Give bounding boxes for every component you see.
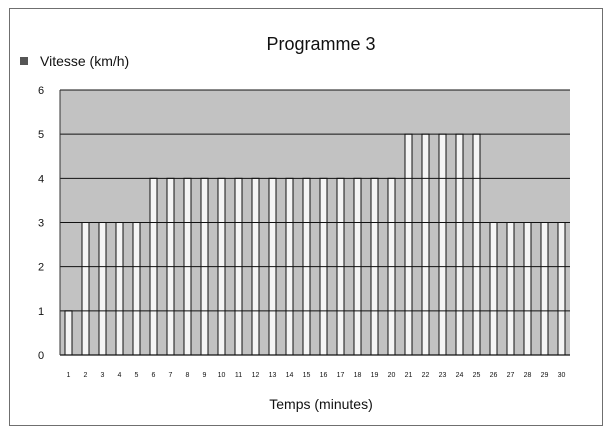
x-tick-15: 15 [303, 372, 311, 379]
x-tick-29: 29 [541, 372, 549, 379]
x-tick-21: 21 [405, 372, 413, 379]
x-tick-13: 13 [269, 372, 277, 379]
chart-title: Programme 3 [266, 34, 375, 54]
x-tick-19: 19 [371, 372, 379, 379]
x-tick-16: 16 [320, 372, 328, 379]
y-tick-0: 0 [38, 350, 44, 362]
x-tick-17: 17 [337, 372, 345, 379]
x-tick-27: 27 [507, 372, 515, 379]
x-tick-22: 22 [422, 372, 430, 379]
bar-26 [489, 222, 498, 356]
x-tick-23: 23 [439, 372, 447, 379]
x-tick-4: 4 [118, 372, 122, 379]
y-tick-2: 2 [38, 262, 44, 274]
x-tick-8: 8 [186, 372, 190, 379]
y-tick-5: 5 [38, 129, 44, 141]
x-tick-18: 18 [354, 372, 362, 379]
x-tick-3: 3 [101, 372, 105, 379]
x-tick-25: 25 [473, 372, 481, 379]
x-tick-7: 7 [169, 372, 173, 379]
y-tick-4: 4 [38, 173, 44, 185]
bar-28 [523, 222, 532, 356]
bar-24 [455, 133, 464, 356]
x-tick-2: 2 [84, 372, 88, 379]
x-tick-5: 5 [135, 372, 139, 379]
x-tick-11: 11 [235, 372, 242, 379]
x-tick-28: 28 [524, 372, 532, 379]
bar-30 [557, 222, 566, 356]
y-tick-6: 6 [38, 85, 44, 97]
legend-label: Vitesse (km/h) [40, 53, 129, 69]
bar-3 [98, 222, 107, 356]
x-tick-6: 6 [152, 372, 156, 379]
bar-21 [404, 133, 413, 356]
x-tick-26: 26 [490, 372, 498, 379]
bar-1 [64, 310, 73, 356]
bar-29 [540, 222, 549, 356]
x-tick-10: 10 [218, 372, 226, 379]
x-tick-9: 9 [203, 372, 207, 379]
bar-23 [438, 133, 447, 356]
legend-swatch [20, 57, 28, 65]
bar-25 [472, 133, 481, 356]
x-tick-14: 14 [286, 372, 294, 379]
bar-27 [506, 222, 515, 356]
bar-5 [132, 222, 141, 356]
x-tick-24: 24 [456, 372, 464, 379]
bar-22 [421, 133, 430, 356]
x-axis-label: Temps (minutes) [269, 396, 372, 412]
x-tick-20: 20 [388, 372, 396, 379]
y-tick-3: 3 [38, 218, 44, 230]
x-tick-30: 30 [558, 372, 566, 379]
bar-4 [115, 222, 124, 356]
x-tick-1: 1 [67, 372, 71, 379]
y-tick-1: 1 [38, 306, 44, 318]
bar-2 [81, 222, 90, 356]
x-tick-12: 12 [252, 372, 260, 379]
